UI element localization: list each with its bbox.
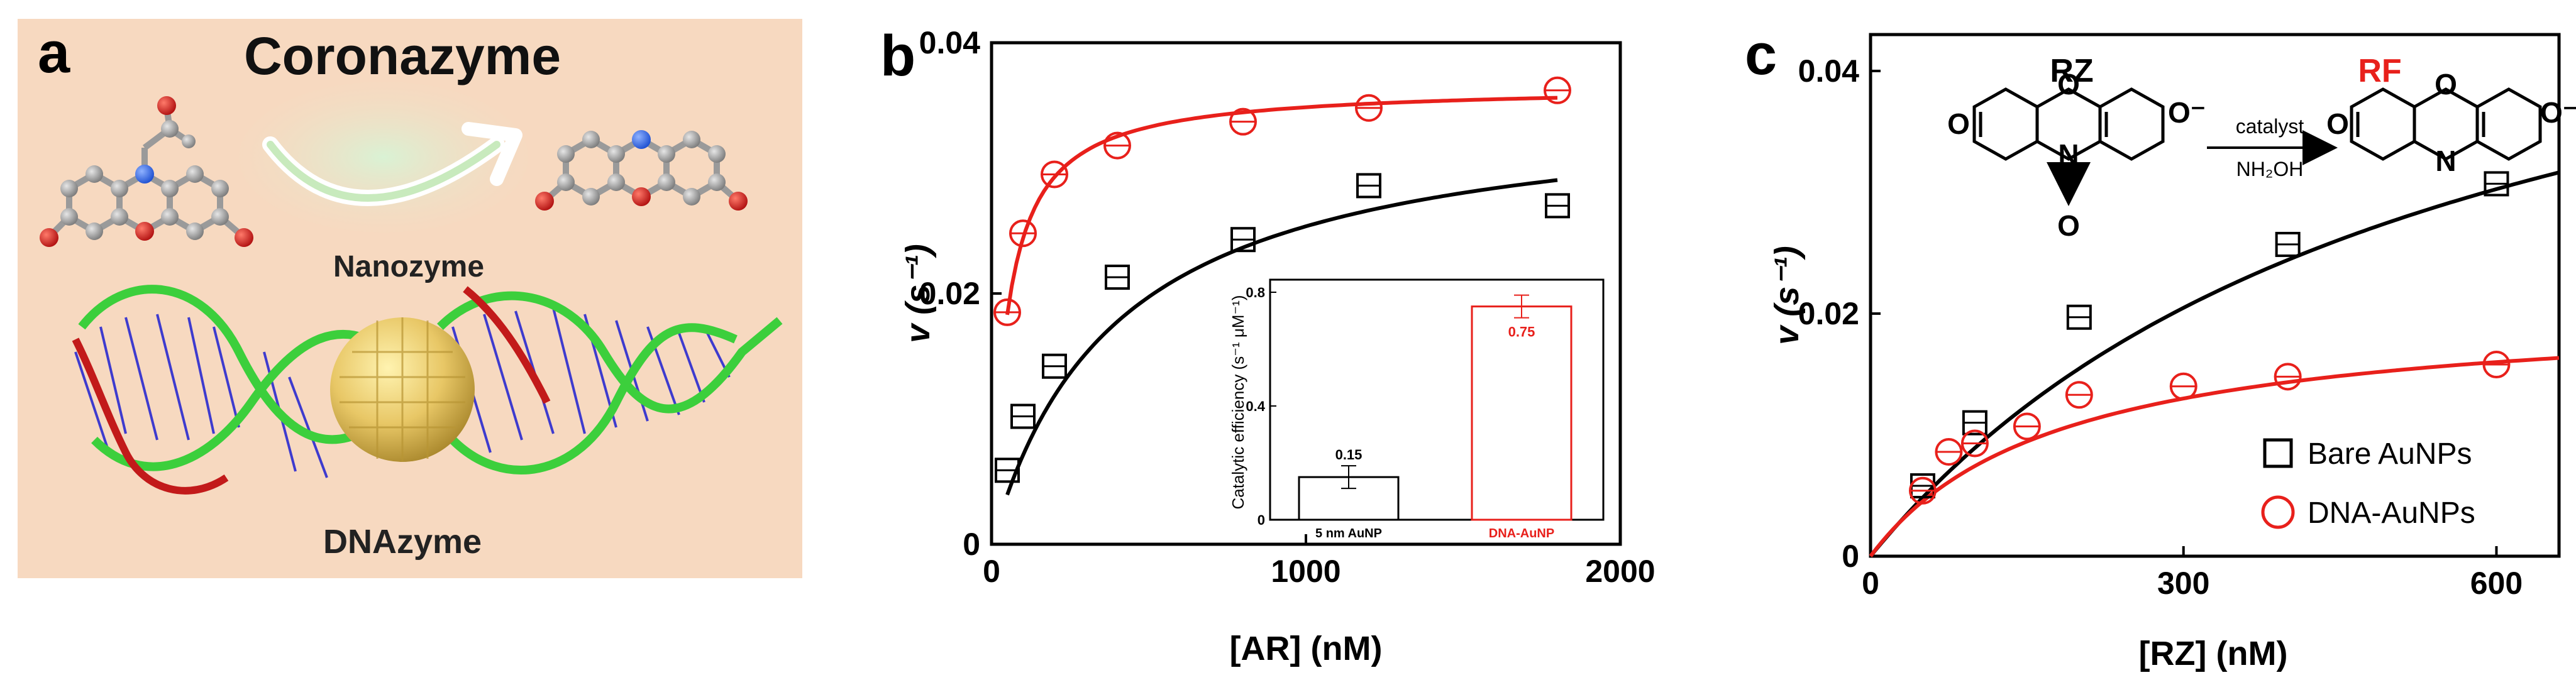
panel-c-y-axis-label: v (s⁻¹) <box>1768 246 1806 345</box>
inset-bar-value-label: 0.75 <box>1508 324 1535 340</box>
panel-b: b 0 1000 2000 0 0.02 0.04 [AR] (nM) v (s⁻¹) 0… <box>880 24 1656 667</box>
panel-b-inset-bars: 0.15 5 nm AuNP 0.75 DNA-AuNP <box>1298 294 1573 540</box>
svg-text:O: O <box>2057 209 2080 242</box>
svg-text:O: O <box>2326 107 2349 140</box>
x-tick-label: 1000 <box>1271 554 1341 589</box>
svg-text:N: N <box>2058 138 2079 171</box>
panel-b-fit-curve-dna <box>1005 96 1558 315</box>
molecule-reactant-icon <box>40 96 253 247</box>
svg-text:O⁻: O⁻ <box>2168 96 2206 129</box>
panel-c: c 0 300 600 0 0.02 0.04 [RZ] (nM) v (s⁻¹) Bar… <box>1745 23 2576 672</box>
legend-entry-bare: Bare AuNPs <box>2308 437 2472 471</box>
svg-text:O⁻: O⁻ <box>2540 96 2576 129</box>
panel-a-title: Coronazyme <box>244 26 561 85</box>
panel-c-x-axis-label: [RZ] (nM) <box>2139 635 2288 672</box>
glow-halo <box>239 82 528 233</box>
reaction-reagent-label: NH₂OH <box>2236 158 2304 180</box>
legend-square-marker-icon <box>2263 438 2293 468</box>
panel-b-ticks: 0 1000 2000 0 0.02 0.04 <box>919 25 1656 589</box>
nanozyme-label: Nanozyme <box>333 250 484 283</box>
panel-c-ticks: 0 300 600 0 0.02 0.04 <box>1798 53 2523 601</box>
panel-b-inset: 0 0.4 0.8 0.15 5 nm AuNP 0.75 DNA-AuNP Cataly… <box>1229 278 1605 540</box>
y-tick-label: 0 <box>1842 539 1859 574</box>
reactant-label: RZ <box>2050 53 2093 89</box>
inset-y-tick-label: 0.4 <box>1246 398 1265 414</box>
y-tick-label: 0 <box>963 527 980 562</box>
dnazyme-label: DNAzyme <box>323 523 482 561</box>
product-label: RF <box>2358 53 2401 89</box>
y-tick-label: 0.04 <box>1798 53 1860 89</box>
x-tick-label: 300 <box>2157 566 2209 601</box>
reaction-catalyst-label: catalyst <box>2236 115 2304 138</box>
inset-category-label: DNA-AuNP <box>1489 527 1554 540</box>
panel-c-data-points <box>1908 171 2511 505</box>
panel-a: a Coronazyme Nanozyme <box>18 19 802 578</box>
x-tick-label: 0 <box>1862 566 1879 601</box>
panel-c-fit-curve-bare <box>1869 170 2560 557</box>
svg-text:N: N <box>2435 145 2456 177</box>
x-tick-label: 0 <box>983 554 1000 589</box>
inset-bar-value-label: 0.15 <box>1335 447 1363 463</box>
panel-b-letter: b <box>880 24 915 88</box>
legend-circle-marker-icon <box>2261 495 2295 529</box>
panel-b-x-axis-label: [AR] (nM) <box>1230 630 1383 667</box>
panel-b-inset-y-axis-label: Catalytic efficiency (s⁻¹ μM⁻¹) <box>1229 295 1247 510</box>
inset-y-tick-label: 0.8 <box>1246 285 1265 300</box>
reaction-scheme: RZ RF O O N O O⁻ catalyst NH₂OH <box>1947 53 2576 242</box>
svg-text:O: O <box>1947 107 1970 140</box>
svg-text:O: O <box>2435 68 2457 101</box>
conversion-arrowhead-icon <box>462 122 522 186</box>
panel-a-letter: a <box>38 21 70 85</box>
y-tick-label: 0.04 <box>919 25 981 60</box>
panel-b-inset-ticks: 0 0.4 0.8 <box>1246 285 1276 528</box>
inset-category-label: 5 nm AuNP <box>1315 527 1382 540</box>
resorufin-structure-icon <box>2350 87 2542 161</box>
panel-c-letter: c <box>1745 23 1777 87</box>
panel-c-legend: Bare AuNPs DNA-AuNPs <box>2261 437 2475 530</box>
x-tick-label: 2000 <box>1585 554 1655 589</box>
legend-entry-dna: DNA-AuNPs <box>2308 496 2475 530</box>
molecule-product-icon <box>535 130 748 211</box>
y-tick-label: 0.02 <box>919 276 980 311</box>
panel-b-y-axis-label: v (s⁻¹) <box>899 244 937 343</box>
panel-b-inset-frame <box>1269 278 1605 521</box>
y-tick-label: 0.02 <box>1798 296 1859 331</box>
panel-c-fit-curve-dna <box>1869 356 2560 557</box>
dna-corona-icon <box>72 285 783 495</box>
svg-text:O: O <box>2057 68 2080 101</box>
inset-y-tick-label: 0 <box>1258 512 1265 528</box>
resazurin-structure-icon <box>1972 87 2165 206</box>
x-tick-label: 600 <box>2470 566 2523 601</box>
panel-b-data-points <box>993 76 1571 483</box>
panel-c-plot-frame <box>1869 33 2561 558</box>
panel-b-fit-curve-bare <box>1005 178 1558 496</box>
